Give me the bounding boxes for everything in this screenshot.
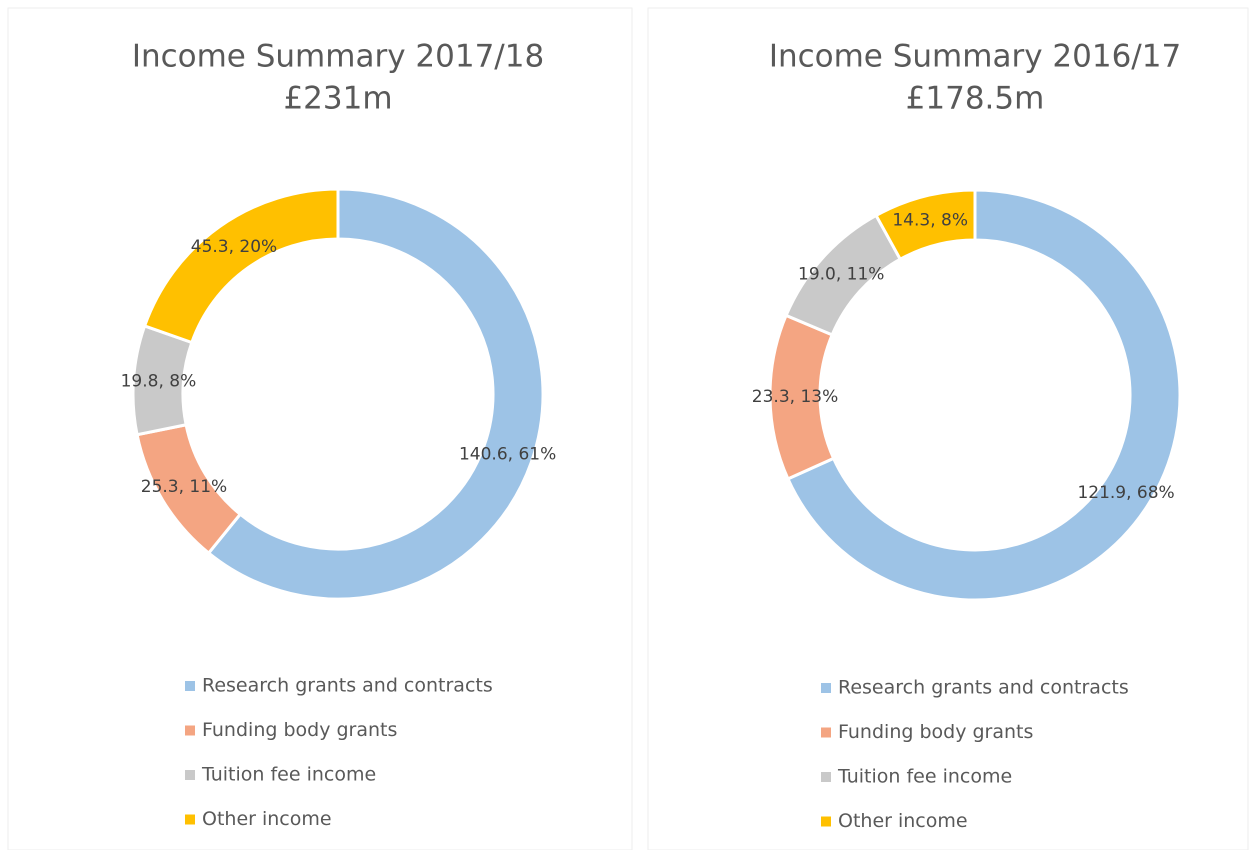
legend-label: Research grants and contracts — [202, 675, 493, 697]
legend-marker — [821, 727, 831, 738]
legend-label: Tuition fee income — [201, 764, 376, 786]
donut-segment — [874, 188, 977, 262]
legend-marker — [821, 683, 831, 693]
legend-marker — [185, 681, 195, 691]
data-label: 19.8, 8% — [121, 372, 197, 392]
donut-segment — [142, 187, 340, 345]
chart-title: Income Summary 2017/18 — [132, 39, 544, 75]
panel-border — [647, 7, 1249, 850]
data-label: 25.3, 11% — [141, 477, 227, 497]
legend-marker — [821, 816, 831, 827]
data-label: 23.3, 13% — [752, 387, 838, 407]
panel-border — [7, 7, 633, 850]
legend-label: Funding body grants — [202, 719, 397, 741]
legend-label: Funding body grants — [838, 721, 1033, 743]
legend-label: Tuition fee income — [837, 766, 1012, 788]
legend-marker — [185, 814, 195, 825]
data-label: 14.3, 8% — [892, 211, 968, 231]
chart-subtitle: £231m — [283, 81, 392, 117]
chart-subtitle: £178.5m — [906, 81, 1045, 117]
chart-title: Income Summary 2016/17 — [769, 39, 1181, 75]
data-label: 121.9, 68% — [1077, 483, 1174, 503]
donut-segment — [785, 188, 1182, 602]
legend-marker — [821, 772, 831, 782]
legend-marker — [185, 725, 195, 736]
data-label: 140.6, 61% — [459, 444, 556, 464]
donut-segment — [206, 187, 545, 601]
data-label: 19.0, 11% — [798, 265, 884, 285]
legend-label: Other income — [202, 808, 332, 830]
legend-label: Research grants and contracts — [838, 677, 1129, 699]
data-label: 45.3, 20% — [191, 237, 277, 257]
legend-label: Other income — [838, 810, 968, 832]
legend-marker — [185, 770, 195, 780]
